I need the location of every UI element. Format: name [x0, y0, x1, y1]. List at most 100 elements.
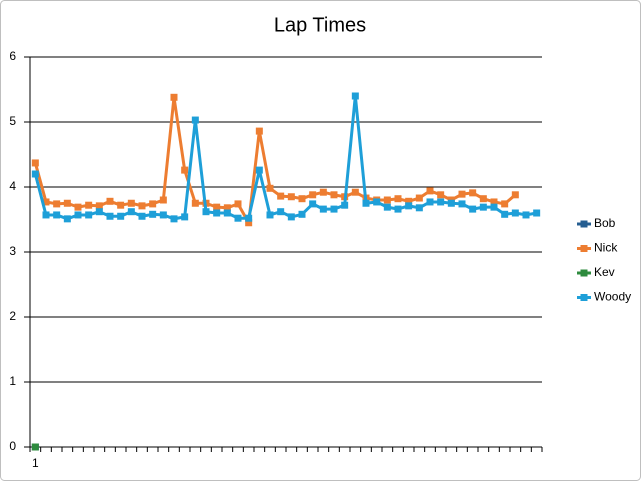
legend-marker [580, 294, 588, 301]
chart-title: Lap Times [274, 14, 366, 36]
marker [490, 198, 498, 206]
marker [330, 205, 338, 213]
legend-marker [580, 269, 588, 277]
marker [117, 201, 125, 209]
marker [277, 192, 285, 200]
marker [53, 211, 61, 219]
marker [85, 201, 93, 209]
marker [511, 191, 519, 199]
marker [234, 214, 242, 222]
marker [106, 197, 114, 205]
marker [42, 198, 50, 206]
marker [31, 159, 39, 167]
marker [31, 170, 39, 178]
marker [373, 198, 381, 206]
marker [405, 202, 413, 210]
marker [266, 184, 274, 192]
y-tick-label: 1 [9, 374, 16, 388]
marker [341, 201, 349, 209]
marker [181, 213, 189, 221]
marker [351, 188, 359, 196]
y-tick-label: 0 [9, 439, 16, 453]
marker [42, 211, 50, 219]
marker [234, 200, 242, 208]
marker [138, 212, 146, 220]
marker [191, 199, 199, 207]
marker [437, 191, 445, 199]
marker [383, 203, 391, 211]
x-tick-label: 1 [32, 456, 39, 470]
marker [394, 205, 402, 213]
marker [181, 166, 189, 174]
marker [138, 202, 146, 210]
marker [223, 209, 231, 217]
marker [170, 215, 178, 223]
marker [501, 200, 509, 208]
marker [511, 209, 519, 217]
marker [53, 200, 61, 208]
marker [127, 208, 135, 216]
legend-label: Woody [594, 290, 631, 304]
y-tick-label: 6 [9, 49, 16, 63]
marker [159, 211, 167, 219]
marker [85, 211, 93, 219]
marker [149, 210, 157, 218]
marker [309, 191, 317, 199]
marker [415, 204, 423, 212]
marker [245, 219, 253, 227]
marker [63, 215, 71, 223]
legend-marker [580, 220, 588, 228]
marker [223, 204, 231, 212]
marker [319, 188, 327, 196]
legend-label: Bob [594, 216, 616, 230]
marker [447, 199, 455, 207]
y-tick-label: 2 [9, 309, 16, 323]
marker [213, 209, 221, 217]
marker [458, 190, 466, 198]
marker [170, 93, 178, 101]
y-tick-label: 3 [9, 244, 16, 258]
marker [394, 195, 402, 203]
marker [287, 213, 295, 221]
marker [458, 200, 466, 208]
marker [149, 200, 157, 208]
marker [63, 199, 71, 207]
marker [255, 166, 263, 174]
marker [159, 196, 167, 204]
marker [426, 187, 434, 195]
marker [74, 211, 82, 219]
marker [437, 198, 445, 206]
legend-marker [580, 245, 588, 252]
marker [469, 189, 477, 197]
series-line [33, 95, 517, 225]
marker [309, 200, 317, 208]
marker [213, 203, 221, 211]
marker [74, 203, 82, 211]
marker [266, 211, 274, 219]
marker [490, 203, 498, 211]
marker [426, 198, 434, 206]
y-tick-label: 5 [9, 114, 16, 128]
marker [330, 191, 338, 199]
marker [255, 127, 263, 135]
marker [383, 196, 391, 204]
marker [533, 209, 541, 217]
marker [362, 199, 370, 207]
marker [351, 92, 359, 100]
marker [31, 443, 39, 451]
marker [479, 203, 487, 211]
marker [479, 195, 487, 203]
legend-label: Kev [594, 265, 615, 279]
y-tick-label: 4 [9, 179, 16, 193]
marker [106, 212, 114, 220]
marker [469, 205, 477, 213]
marker [415, 194, 423, 202]
marker [405, 197, 413, 205]
marker [522, 211, 530, 219]
marker [202, 208, 210, 216]
marker [245, 214, 253, 222]
marker [277, 208, 285, 216]
marker [95, 208, 103, 216]
